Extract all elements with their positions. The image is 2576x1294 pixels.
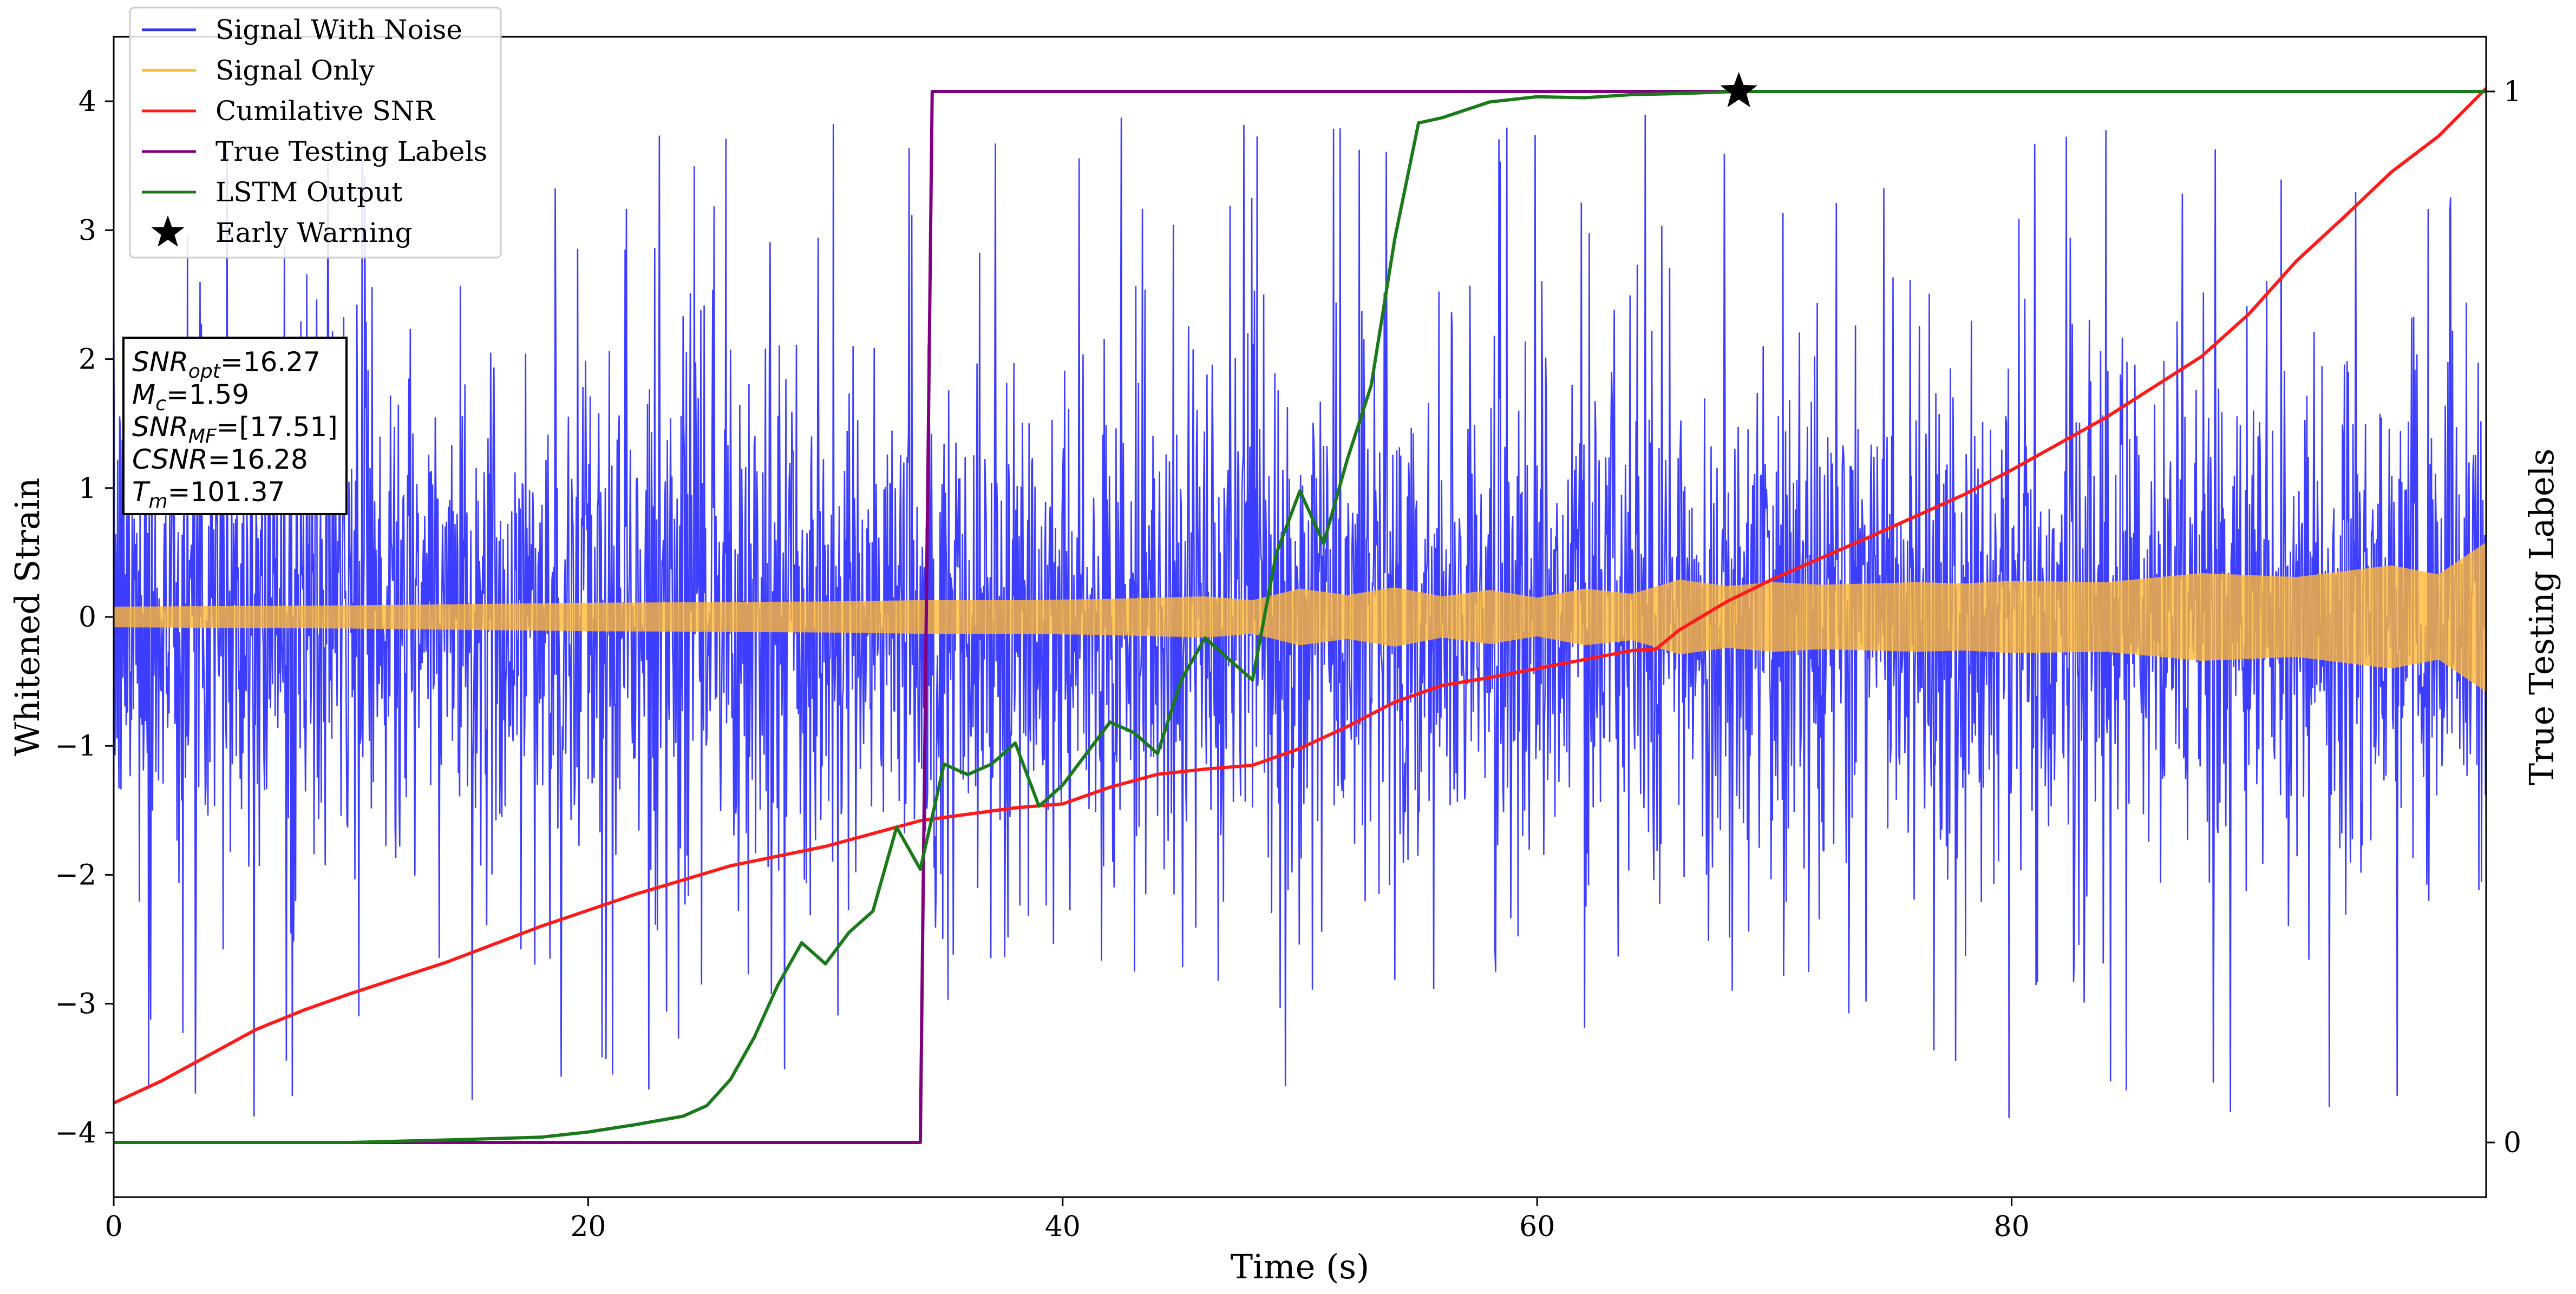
info-tm-value: =101.37 xyxy=(168,476,285,508)
legend-label-true-testing-labels: True Testing Labels xyxy=(215,136,487,167)
legend-label-signal-with-noise: Signal With Noise xyxy=(215,14,462,45)
info-snr-opt-value: =16.27 xyxy=(220,346,321,378)
legend-label-cumilative-snr: Cumilative SNR xyxy=(215,95,435,127)
info-snr-mf: SNRMF=[17.51] xyxy=(132,411,338,448)
info-snr-mf-symbol: SNR xyxy=(132,411,188,443)
left-axis-ticks: −4 −3 −2 −1 0 1 2 3 4 xyxy=(55,86,114,1150)
left-tick-label-2: 2 xyxy=(79,344,96,376)
right-axis-ticks: 01 xyxy=(2486,76,2521,1159)
series-signal-only xyxy=(114,542,2486,692)
right-y-axis-label: True Testing Labels xyxy=(2522,449,2561,786)
legend-label-lstm-output: LSTM Output xyxy=(215,176,402,208)
info-snr-opt: SNRopt=16.27 xyxy=(132,346,321,383)
left-tick-label--1: −1 xyxy=(55,730,96,763)
info-tm-symbol: T xyxy=(132,476,151,508)
x-axis-label: Time (s) xyxy=(1231,1247,1370,1286)
left-tick-label--4: −4 xyxy=(55,1117,96,1150)
series-lstm-output xyxy=(114,90,2486,1144)
left-tick-label--2: −2 xyxy=(55,859,96,891)
legend-label-signal-only: Signal Only xyxy=(215,55,375,86)
info-snr-opt-subscript: opt xyxy=(188,360,221,383)
legend-box xyxy=(129,6,502,259)
x-axis-ticks: 0 20 40 60 80 xyxy=(104,1197,2030,1243)
x-tick-label-40: 40 xyxy=(1045,1211,1081,1243)
x-tick-label-20: 20 xyxy=(570,1211,606,1243)
info-csnr-value: =16.28 xyxy=(208,444,308,475)
info-snr-opt-symbol: SNR xyxy=(132,346,188,378)
info-csnr: CSNR=16.28 xyxy=(132,444,308,475)
info-mc-symbol: M xyxy=(132,379,155,410)
legend-swatch-early-warning-star-icon xyxy=(151,215,185,247)
left-tick-label-0: 0 xyxy=(79,601,96,634)
left-tick-label-4: 4 xyxy=(79,86,96,118)
left-tick-label--3: −3 xyxy=(55,988,96,1021)
left-tick-label-3: 3 xyxy=(79,214,96,247)
x-tick-label-60: 60 xyxy=(1519,1211,1555,1243)
right-tick-label-0: 0 xyxy=(2503,1127,2521,1159)
legend: Signal With Noise Signal Only Cumilative… xyxy=(129,6,502,259)
info-snr-mf-value: =[17.51] xyxy=(217,411,338,443)
legend-label-early-warning: Early Warning xyxy=(215,217,413,248)
info-csnr-symbol: CSNR xyxy=(132,444,208,475)
info-tm: Tm=101.37 xyxy=(132,476,285,513)
info-tm-subscript: m xyxy=(149,490,168,513)
right-tick-label-1: 1 xyxy=(2503,76,2521,108)
series-cumilative-snr xyxy=(114,87,2486,1105)
info-mc-subscript: c xyxy=(155,393,166,415)
info-snr-mf-subscript: MF xyxy=(188,425,217,448)
x-tick-label-80: 80 xyxy=(1994,1211,2030,1243)
left-tick-label-1: 1 xyxy=(79,472,96,505)
info-box-frame xyxy=(122,337,348,515)
info-mc-value: =1.59 xyxy=(166,379,249,410)
info-box: SNRopt=16.27 Mc=1.59 SNRMF=[17.51] CSNR=… xyxy=(122,337,348,515)
plot-area xyxy=(114,87,2486,1144)
early-warning-star-marker xyxy=(1720,72,1757,108)
left-y-axis-label: Whitened Strain xyxy=(8,478,47,757)
x-tick-label-0: 0 xyxy=(104,1211,122,1243)
info-mc: Mc=1.59 xyxy=(132,379,249,415)
